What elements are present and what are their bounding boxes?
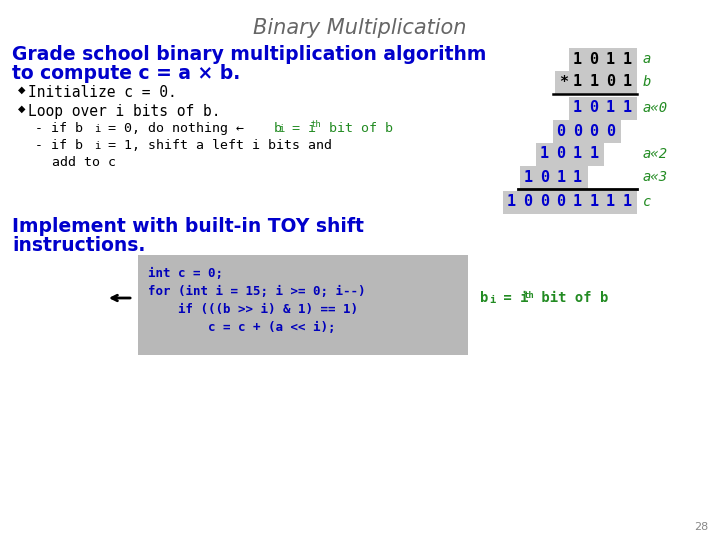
Text: ◆: ◆ (18, 85, 25, 95)
Text: 0: 0 (572, 124, 582, 138)
Bar (138, 255, 468, 355)
Text: int c = 0;: int c = 0; (148, 267, 223, 280)
Text: - if b: - if b (35, 122, 83, 135)
Text: i: i (278, 124, 284, 134)
Text: b: b (480, 291, 488, 305)
Text: 28: 28 (694, 522, 708, 532)
Text: th: th (523, 292, 534, 300)
Text: *: * (559, 75, 568, 90)
Text: 1: 1 (589, 146, 598, 161)
Text: b: b (643, 75, 652, 89)
Text: 0: 0 (540, 170, 549, 185)
Bar (569, 97, 637, 119)
Text: Initialize c = 0.: Initialize c = 0. (28, 85, 176, 100)
Text: 0: 0 (606, 75, 615, 90)
Text: 0: 0 (589, 100, 598, 116)
Text: 0: 0 (556, 146, 565, 161)
Text: 1: 1 (556, 170, 565, 185)
Text: = 0, do nothing ←: = 0, do nothing ← (100, 122, 244, 135)
Text: Binary Multiplication: Binary Multiplication (253, 18, 467, 38)
Text: 0: 0 (556, 194, 565, 210)
Text: 0: 0 (540, 194, 549, 210)
Text: - if b: - if b (35, 139, 83, 152)
Text: 0: 0 (606, 124, 615, 138)
Text: 1: 1 (572, 75, 582, 90)
Text: bit of b: bit of b (321, 122, 393, 135)
Text: for (int i = 15; i >= 0; i--): for (int i = 15; i >= 0; i--) (148, 285, 366, 298)
Bar (503, 191, 637, 213)
Text: = i: = i (284, 122, 316, 135)
Text: i: i (489, 295, 495, 305)
Text: 0: 0 (556, 124, 565, 138)
Bar (520, 165, 588, 188)
Text: add to c: add to c (52, 156, 116, 169)
Text: i: i (94, 124, 100, 134)
Text: bit of b: bit of b (533, 291, 608, 305)
Text: 1: 1 (606, 194, 615, 210)
Text: 0: 0 (523, 194, 532, 210)
Text: a«0: a«0 (643, 101, 668, 115)
Bar (552, 119, 621, 143)
Text: 1: 1 (540, 146, 549, 161)
Text: 1: 1 (572, 51, 582, 66)
Text: Loop over i bits of b.: Loop over i bits of b. (28, 104, 220, 119)
Text: a: a (643, 52, 652, 66)
Text: 1: 1 (622, 100, 631, 116)
Text: 1: 1 (606, 100, 615, 116)
Text: Implement with built-in TOY shift: Implement with built-in TOY shift (12, 217, 364, 236)
Text: to compute c = a × b.: to compute c = a × b. (12, 64, 240, 83)
Text: 1: 1 (507, 194, 516, 210)
Text: 1: 1 (572, 194, 582, 210)
Text: b: b (258, 122, 282, 135)
Text: 1: 1 (572, 170, 582, 185)
Text: 1: 1 (523, 170, 532, 185)
Text: i: i (94, 141, 100, 151)
Text: 1: 1 (622, 75, 631, 90)
Text: 1: 1 (606, 51, 615, 66)
Text: 1: 1 (572, 146, 582, 161)
Text: 0: 0 (589, 51, 598, 66)
Text: 1: 1 (572, 100, 582, 116)
Bar (569, 48, 637, 71)
Text: th: th (310, 120, 320, 129)
Text: 1: 1 (622, 51, 631, 66)
Text: if (((b >> i) & 1) == 1): if (((b >> i) & 1) == 1) (148, 303, 358, 316)
Text: = i: = i (495, 291, 528, 305)
Text: 0: 0 (589, 124, 598, 138)
Text: Grade school binary multiplication algorithm: Grade school binary multiplication algor… (12, 45, 487, 64)
Bar (536, 143, 604, 165)
Text: c: c (643, 195, 652, 209)
Text: 1: 1 (589, 194, 598, 210)
Bar (555, 71, 637, 93)
Text: ◆: ◆ (18, 104, 25, 114)
Text: a«2: a«2 (643, 147, 668, 161)
Text: 1: 1 (589, 75, 598, 90)
Text: 1: 1 (622, 194, 631, 210)
Text: a«3: a«3 (643, 170, 668, 184)
Text: instructions.: instructions. (12, 236, 145, 255)
Text: c = c + (a << i);: c = c + (a << i); (148, 321, 336, 334)
Text: = 1, shift a left i bits and: = 1, shift a left i bits and (100, 139, 332, 152)
